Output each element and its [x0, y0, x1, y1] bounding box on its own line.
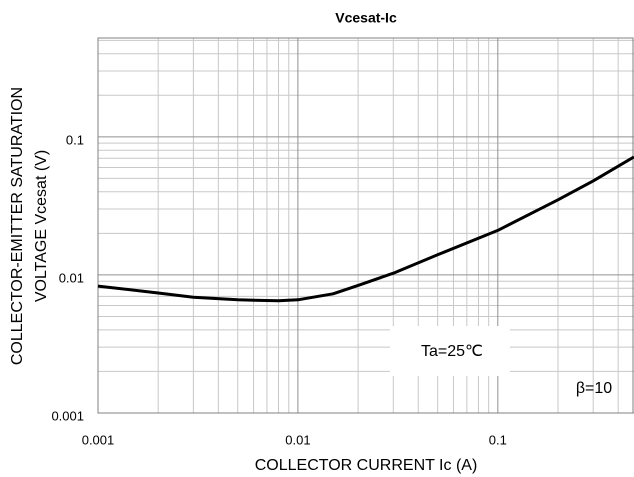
annotation: Ta=25℃ [421, 343, 483, 360]
y-axis-label: COLLECTOR-EMITTER SATURATION [9, 87, 26, 365]
y-axis-label: VOLTAGE Vcesat (V) [33, 150, 50, 302]
x-tick-label: 0.001 [82, 432, 115, 447]
y-tick-label: 0.01 [59, 270, 84, 285]
y-tick-label: 0.001 [51, 408, 84, 423]
plot-frame [97, 37, 634, 414]
line [97, 155, 634, 303]
x-axis-label: COLLECTOR CURRENT Ic (A) [255, 457, 478, 474]
annotation: β=10 [576, 380, 612, 397]
y-tick-label: 0.1 [66, 132, 84, 147]
x-tick-label: 0.01 [285, 432, 310, 447]
annotation-box [390, 326, 510, 376]
x-tick-label: 0.1 [489, 432, 507, 447]
marks [97, 155, 634, 303]
chart-title: Vcesat-Ic [335, 10, 397, 26]
